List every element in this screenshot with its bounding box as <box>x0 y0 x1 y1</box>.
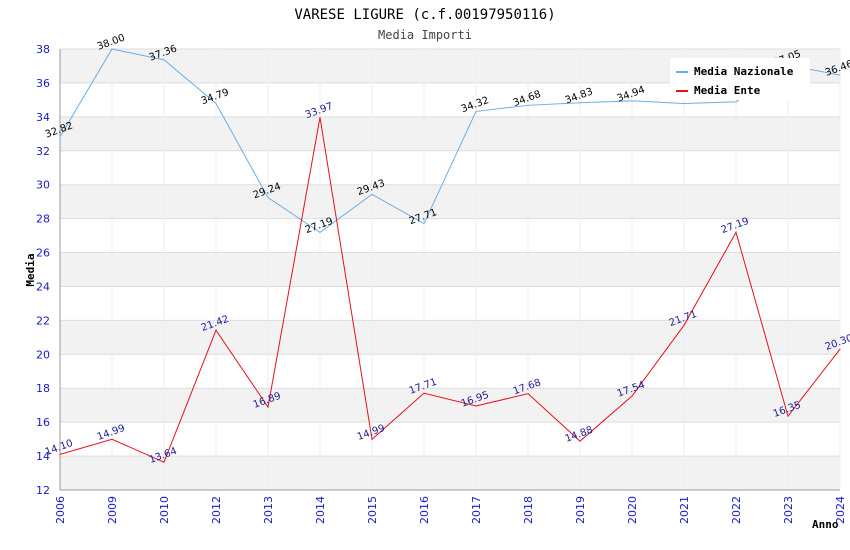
data-point <box>839 348 841 350</box>
y-tick-label: 16 <box>36 416 50 429</box>
data-point <box>267 197 269 199</box>
data-point <box>163 59 165 61</box>
data-point <box>683 102 685 104</box>
x-tick-label: 2006 <box>54 496 67 524</box>
x-tick-label: 2019 <box>574 496 587 524</box>
data-point <box>735 231 737 233</box>
data-point <box>475 405 477 407</box>
grid-band <box>60 320 840 355</box>
x-tick-label: 2024 <box>834 496 847 524</box>
legend-box <box>670 58 810 100</box>
data-label: 34.79 <box>200 87 231 107</box>
data-point <box>527 393 529 395</box>
x-tick-label: 2017 <box>470 496 483 524</box>
data-point <box>735 101 737 103</box>
data-point <box>111 48 113 50</box>
data-point <box>631 395 633 397</box>
data-point <box>319 116 321 118</box>
grid-band <box>60 116 840 151</box>
series-lines <box>59 48 841 463</box>
data-label: 14.99 <box>356 423 387 443</box>
data-point <box>319 231 321 233</box>
y-tick-label: 20 <box>36 348 50 361</box>
chart-title: VARESE LIGURE (c.f.00197950116) <box>294 7 555 23</box>
chart-subtitle: Media Importi <box>378 28 472 42</box>
y-tick-label: 24 <box>36 280 50 293</box>
data-label: 34.83 <box>564 86 595 106</box>
data-point <box>59 136 61 138</box>
data-point <box>527 104 529 106</box>
y-tick-label: 30 <box>36 179 50 192</box>
y-tick-label: 32 <box>36 145 50 158</box>
legend: Media Nazionale Media Ente <box>670 58 810 100</box>
y-tick-label: 14 <box>36 450 50 463</box>
y-tick-label: 22 <box>36 314 50 327</box>
x-tick-label: 2010 <box>158 496 171 524</box>
data-point <box>59 453 61 455</box>
data-point <box>267 406 269 408</box>
data-point <box>683 324 685 326</box>
x-tick-label: 2014 <box>314 496 327 524</box>
series-line-ente <box>59 117 841 463</box>
data-point <box>215 329 217 331</box>
data-point <box>787 415 789 417</box>
data-label: 14.10 <box>44 438 75 458</box>
x-tick-label: 2015 <box>366 496 379 524</box>
axes <box>59 49 840 491</box>
y-axis-title: Media <box>24 253 37 286</box>
y-tick-label: 18 <box>36 382 50 395</box>
data-point <box>371 193 373 195</box>
x-tick-label: 2023 <box>782 496 795 524</box>
data-point <box>111 438 113 440</box>
x-axis-ticks: 2006 2009 2010 2012 2013 2014 2015 2016 2017 2018… <box>54 496 847 524</box>
x-tick-label: 2016 <box>418 496 431 524</box>
x-tick-label: 2021 <box>678 496 691 524</box>
data-point <box>839 74 841 76</box>
series-line-nazionale <box>59 48 841 233</box>
grid-band <box>60 388 840 423</box>
data-point <box>423 392 425 394</box>
y-tick-label: 26 <box>36 247 50 260</box>
data-point <box>423 223 425 225</box>
x-tick-label: 2013 <box>262 496 275 524</box>
legend-label-ente: Media Ente <box>694 84 761 97</box>
x-tick-label: 2009 <box>106 496 119 524</box>
y-tick-label: 34 <box>36 111 50 124</box>
data-point <box>215 102 217 104</box>
grid-band <box>60 252 840 287</box>
grid-band <box>60 456 840 490</box>
x-tick-label: 2022 <box>730 496 743 524</box>
data-point <box>475 110 477 112</box>
data-point <box>371 438 373 440</box>
data-point <box>579 440 581 442</box>
y-tick-label: 36 <box>36 77 50 90</box>
x-axis-title: Anno <box>812 518 839 531</box>
y-tick-label: 12 <box>36 484 50 497</box>
legend-label-nazionale: Media Nazionale <box>694 65 794 78</box>
x-tick-label: 2012 <box>210 496 223 524</box>
data-label: 34.68 <box>512 89 543 109</box>
y-tick-label: 38 <box>36 43 50 56</box>
data-point <box>163 461 165 463</box>
data-point <box>579 102 581 104</box>
x-tick-label: 2018 <box>522 496 535 524</box>
data-label: 14.88 <box>564 425 595 445</box>
grid-band <box>60 184 840 219</box>
plot-bands <box>60 49 840 490</box>
data-point <box>631 100 633 102</box>
y-tick-label: 28 <box>36 213 50 226</box>
x-tick-label: 2020 <box>626 496 639 524</box>
y-axis-ticks: 12 14 16 18 20 22 24 26 28 30 32 34 36 38 <box>36 43 50 497</box>
